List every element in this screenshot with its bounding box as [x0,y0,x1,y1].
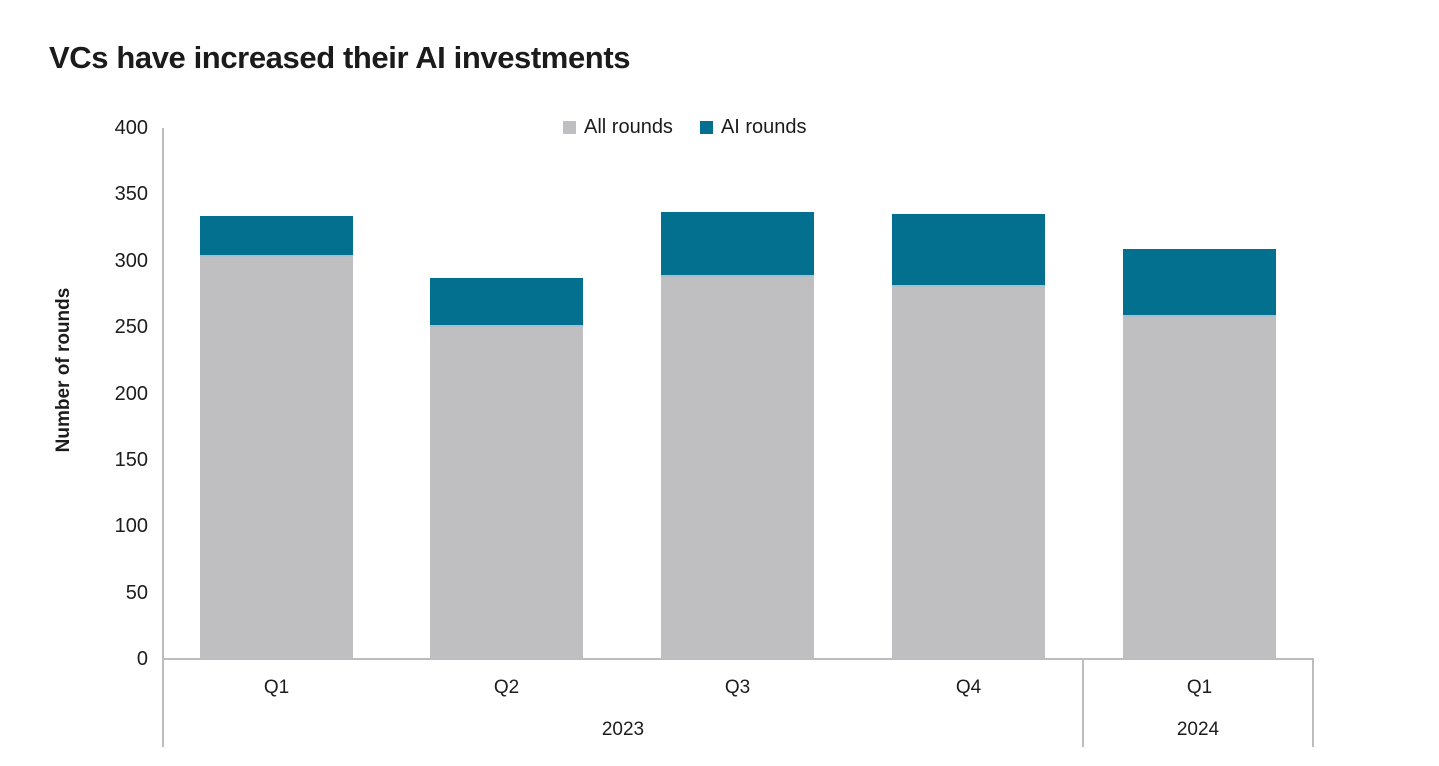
x-axis-tick-label-q1-0: Q1 [263,677,290,698]
x-axis-tick-label-q4-3: Q4 [955,677,982,698]
legend-item-ai-rounds: AI rounds [699,116,807,139]
bar-segment-ai-rounds [200,215,353,257]
y-axis-tick-label: 50 [125,581,148,604]
y-axis-tick-label: 300 [114,249,148,272]
bar-segment-all-rounds [200,256,353,659]
bar-segment-all-rounds [892,287,1045,659]
bar-segment-all-rounds [1123,316,1276,659]
legend-label-all-rounds: All rounds [584,116,673,138]
bar-group-q4-3 [892,214,1045,659]
bar-segment-all-rounds [661,276,814,659]
x-axis-baseline [162,658,1314,660]
y-axis-tick-label: 200 [114,382,148,405]
chart-title: VCs have increased their AI investments [49,40,631,75]
x-axis-tick-label-q1-4: Q1 [1186,677,1213,698]
bar-group-q2-1 [430,278,583,659]
y-axis-tick-label: 350 [114,183,148,206]
year-label-2023: 2023 [601,719,645,740]
ai-rounds-swatch-icon [699,121,713,134]
y-axis-tick-label: 250 [114,316,148,339]
bar-group-q1-4 [1123,248,1276,659]
bar-group-q3-2 [661,211,814,659]
x-axis-tick-label-q2-1: Q2 [493,677,520,698]
year-label-2024: 2024 [1176,719,1220,740]
bar-segment-ai-rounds [430,278,583,328]
all-rounds-swatch-icon [563,121,576,134]
y-axis-tick-label: 400 [114,117,148,139]
legend-item-all-rounds: All rounds [563,116,673,139]
bar-segment-ai-rounds [892,214,1045,288]
y-axis-tick-label: 0 [136,648,148,670]
bar-segment-ai-rounds [1123,248,1276,317]
legend: All rounds AI rounds [563,116,807,139]
x-axis-tick-label-q3-2: Q3 [724,677,751,698]
bar-segment-all-rounds [430,327,583,659]
y-axis-title: Number of rounds [53,287,74,453]
plot-area [163,128,1313,659]
legend-label-ai-rounds: AI rounds [720,116,807,138]
bar-segment-ai-rounds [661,211,814,277]
axis-right-border-line [1312,658,1314,747]
year-divider-line [1082,658,1084,747]
y-axis-line [162,128,164,747]
y-axis-tick-label: 100 [114,515,148,538]
y-axis-tick-label: 150 [114,448,148,471]
bar-group-q1-0 [200,215,353,659]
